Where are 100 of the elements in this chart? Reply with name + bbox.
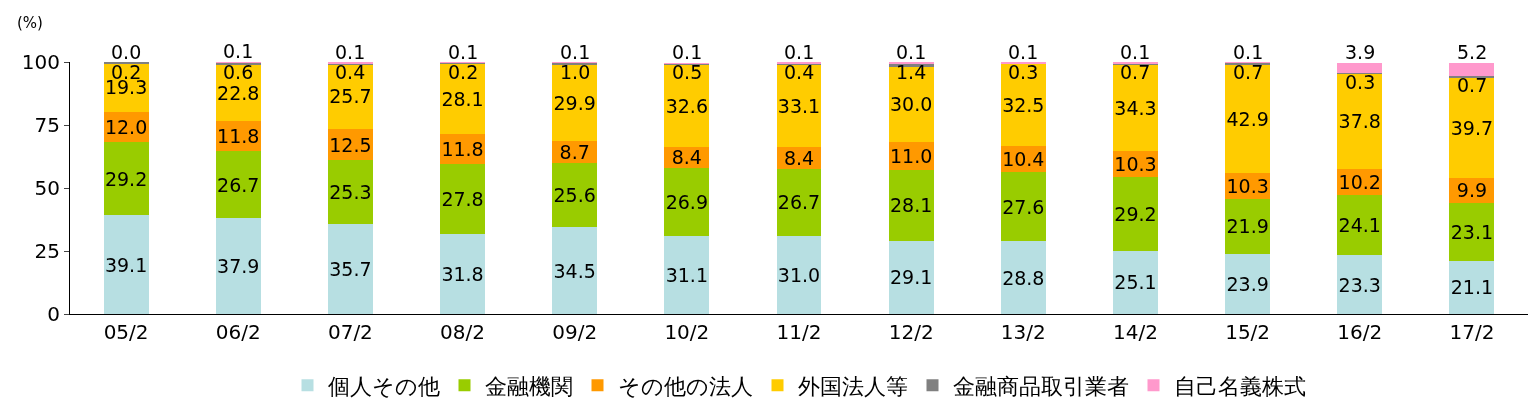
bar [1225, 253, 1271, 314]
data-label: 8.4 [783, 147, 815, 170]
bar [103, 141, 149, 216]
data-label: 27.8 [441, 187, 484, 210]
bar [1113, 250, 1158, 314]
data-label: 34.5 [553, 259, 596, 282]
data-label: 0.1 [1233, 41, 1264, 63]
legend-label: 自己名義株式 [1173, 373, 1306, 399]
bar [1449, 260, 1495, 314]
x-tick-label: 09/2 [552, 320, 598, 344]
data-label: 34.3 [1114, 96, 1157, 119]
data-label: 5.2 [1457, 41, 1488, 63]
bar [327, 160, 373, 225]
data-label: 0.3 [1008, 61, 1039, 83]
data-label: 8.4 [671, 146, 702, 169]
bar [1225, 64, 1271, 173]
y-axis-title: (%) [17, 14, 43, 32]
data-label: 21.1 [1450, 276, 1494, 299]
data-label: 10.4 [1002, 147, 1045, 170]
data-label: 0.1 [1120, 41, 1151, 63]
data-label: 0.1 [896, 41, 927, 63]
bar [1000, 241, 1046, 314]
data-label: 30.0 [889, 93, 933, 116]
data-label: 21.9 [1226, 215, 1269, 238]
data-label: 0.1 [672, 41, 703, 63]
bar [1000, 63, 1046, 146]
data-label: 26.9 [665, 190, 709, 213]
x-tick-label: 17/2 [1449, 320, 1495, 344]
y-tick-label: 75 [34, 113, 60, 137]
data-label: 28.8 [1002, 266, 1045, 289]
data-label: 11.8 [441, 137, 484, 160]
bar [1225, 198, 1271, 254]
data-label: 1.4 [896, 61, 927, 83]
data-label: 25.6 [553, 183, 596, 206]
data-label: 26.7 [777, 191, 821, 214]
bar [1337, 255, 1383, 314]
bar [215, 218, 261, 314]
data-label: 0.7 [1120, 61, 1151, 83]
data-label: 39.1 [104, 253, 148, 276]
bar [776, 168, 822, 236]
data-label: 0.5 [672, 61, 703, 83]
data-label: 39.7 [1450, 116, 1494, 139]
data-label: 42.9 [1226, 107, 1269, 130]
data-label: 0.2 [448, 61, 479, 83]
data-label: 25.3 [329, 181, 372, 204]
y-tick-label: 50 [34, 176, 60, 200]
legend-label: その他の法人 [617, 373, 753, 399]
bar [1449, 62, 1495, 76]
x-tick-label: 05/2 [103, 320, 149, 344]
bar [440, 163, 485, 234]
data-label: 3.9 [1345, 41, 1376, 63]
bar [1449, 77, 1495, 178]
data-label: 12.5 [329, 133, 372, 156]
x-tick-label: 10/2 [664, 320, 710, 344]
x-tick-label: 07/2 [327, 320, 373, 344]
data-label: 22.8 [217, 81, 260, 104]
data-label: 11.8 [217, 125, 260, 148]
bar [664, 167, 710, 236]
y-tick-label: 100 [21, 50, 60, 74]
data-label: 12.0 [104, 115, 148, 138]
data-label: 1.0 [560, 61, 591, 83]
bar [1337, 63, 1383, 73]
x-tick-label: 11/2 [776, 320, 822, 344]
data-label: 29.2 [104, 167, 148, 190]
data-label: 25.7 [329, 85, 372, 108]
legend-label: 金融商品取引業者 [952, 373, 1129, 399]
bar [1113, 177, 1158, 251]
data-label: 0.1 [335, 41, 366, 63]
bar [1337, 73, 1383, 169]
data-label: 29.9 [553, 91, 596, 114]
bar [327, 224, 373, 314]
data-label: 0.1 [448, 41, 479, 63]
bar [1449, 75, 1495, 78]
data-label: 0.4 [784, 61, 815, 83]
data-label: 23.3 [1338, 273, 1381, 296]
data-label: 29.2 [1114, 202, 1157, 225]
bar [1000, 171, 1046, 242]
data-label: 0.1 [223, 40, 254, 62]
data-label: 0.7 [1233, 61, 1264, 83]
bar [888, 240, 934, 314]
data-label: 0.1 [784, 41, 815, 63]
x-tick-label: 08/2 [440, 320, 485, 344]
data-label: 31.8 [441, 262, 484, 285]
data-label: 10.2 [1338, 170, 1381, 193]
x-tick-label: 13/2 [1000, 320, 1046, 344]
data-label: 32.5 [1002, 93, 1045, 116]
x-tick-label: 15/2 [1225, 320, 1271, 344]
legend-label: 外国法人等 [797, 373, 908, 399]
bar [552, 227, 598, 314]
data-label: 25.1 [1114, 271, 1157, 294]
data-label: 23.9 [1226, 272, 1269, 295]
data-label: 9.9 [1456, 179, 1488, 202]
data-label: 0.1 [560, 41, 591, 63]
bar [888, 169, 934, 241]
data-label: 24.1 [1338, 213, 1381, 236]
y-tick-label: 0 [47, 302, 60, 326]
x-tick-label: 06/2 [215, 320, 261, 344]
bar [1337, 194, 1383, 256]
legend-label: 個人その他 [327, 373, 440, 399]
data-label: 29.1 [889, 266, 933, 289]
